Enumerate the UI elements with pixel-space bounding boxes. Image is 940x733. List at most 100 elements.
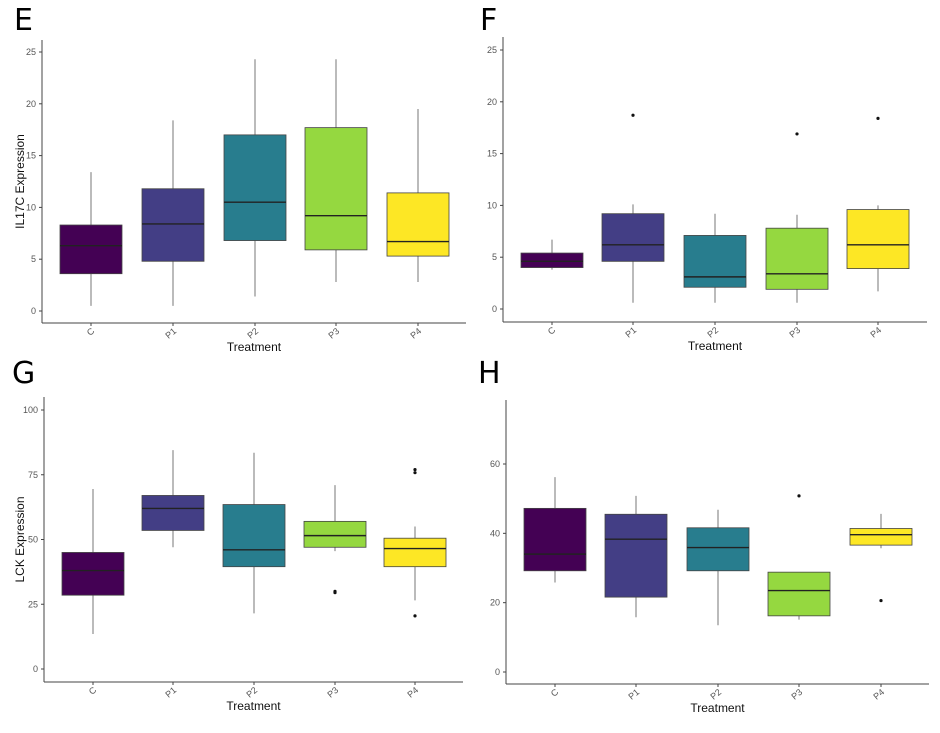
y-tick-label: 0 — [495, 667, 500, 677]
box-iqr — [61, 552, 125, 596]
panel-f: F 0 5 10 15 20 25 Treatment C P1 P2 P3 P4 — [480, 3, 927, 353]
box-p4 — [849, 513, 913, 603]
panel-letter: H — [478, 356, 501, 391]
box-p1 — [604, 495, 668, 618]
x-tick-label: C — [549, 687, 561, 699]
outlier-point — [797, 494, 801, 498]
y-tick-label: 25 — [28, 599, 38, 609]
panel-letter: F — [480, 3, 497, 38]
y-tick-label: 25 — [26, 47, 36, 57]
x-tick-label: P3 — [787, 325, 802, 340]
x-tick-label: P1 — [623, 325, 638, 340]
box-p4 — [846, 116, 910, 292]
y-tick-label: 5 — [31, 254, 36, 264]
y-tick-label: 0 — [33, 664, 38, 674]
box-p2 — [223, 59, 287, 297]
outlier-point — [631, 113, 635, 117]
box-p1 — [141, 450, 205, 548]
y-tick-label: 25 — [487, 45, 497, 55]
box-p2 — [222, 452, 286, 614]
box-iqr — [383, 537, 447, 568]
panel-h: H 0 20 40 60 Treatment C P1 P2 P3 P4 — [478, 356, 929, 715]
box-c — [61, 488, 125, 635]
box-iqr — [686, 527, 750, 572]
box-iqr — [304, 127, 368, 251]
box-p3 — [767, 494, 831, 620]
x-tick-label: P2 — [708, 687, 723, 702]
box-iqr — [141, 495, 205, 531]
x-tick-label: P2 — [244, 685, 259, 700]
box-iqr — [849, 528, 913, 546]
box-c — [520, 239, 584, 270]
x-tick-label: P1 — [626, 687, 641, 702]
y-tick-label: 20 — [490, 598, 500, 608]
box-iqr — [141, 188, 205, 262]
panel-g: G 0 25 50 75 100 LCK Expression Treatment C P1 P2 P… — [12, 356, 463, 713]
box-iqr — [683, 235, 747, 288]
y-tick-label: 15 — [487, 149, 497, 159]
outlier-point — [333, 590, 337, 595]
outlier-point — [413, 614, 417, 618]
box-iqr — [523, 507, 587, 572]
box-iqr — [520, 252, 584, 268]
x-tick-label: C — [546, 325, 558, 337]
box-p4 — [386, 108, 450, 282]
x-axis-title: Treatment — [226, 699, 281, 713]
y-tick-label: 100 — [23, 405, 38, 415]
y-tick-label: 5 — [492, 252, 497, 262]
x-tick-label: P3 — [325, 685, 340, 700]
box-c — [523, 477, 587, 583]
x-tick-label: C — [87, 685, 99, 697]
box-iqr — [765, 227, 829, 290]
y-axis-title: IL17C Expression — [13, 134, 27, 229]
y-tick-label: 0 — [31, 306, 36, 316]
box-iqr — [59, 224, 123, 275]
box-iqr — [601, 213, 665, 262]
box-p3 — [303, 485, 367, 595]
x-axis-title: Treatment — [227, 340, 282, 354]
outlier-point — [876, 116, 880, 120]
panel-e: E 0 5 10 15 20 25 IL17C Expression Treatment C P1 P… — [13, 3, 466, 354]
y-tick-label: 0 — [492, 304, 497, 314]
y-tick-label: 75 — [28, 470, 38, 480]
outlier-point — [413, 467, 417, 472]
box-p3 — [765, 132, 829, 303]
x-axis-title: Treatment — [688, 339, 743, 353]
outlier-point — [879, 598, 883, 603]
box-p2 — [683, 213, 747, 303]
x-tick-label: P1 — [163, 685, 178, 700]
x-tick-label: P4 — [868, 325, 883, 340]
x-tick-label: P3 — [326, 326, 341, 341]
outlier-point — [795, 132, 799, 136]
y-tick-label: 15 — [26, 151, 36, 161]
y-axis-title: LCK Expression — [13, 496, 27, 582]
box-iqr — [223, 134, 287, 241]
panel-letter: G — [12, 356, 35, 391]
box-p1 — [141, 120, 205, 306]
x-tick-label: P1 — [163, 326, 178, 341]
box-p4 — [383, 467, 447, 618]
y-tick-label: 10 — [487, 200, 497, 210]
x-tick-label: P3 — [789, 687, 804, 702]
box-iqr — [303, 520, 367, 548]
x-tick-label: P4 — [871, 687, 886, 702]
box-iqr — [767, 571, 831, 617]
box-c — [59, 172, 123, 306]
box-p1 — [601, 113, 665, 303]
box-iqr — [604, 513, 668, 598]
box-iqr — [222, 504, 286, 568]
y-tick-label: 50 — [28, 535, 38, 545]
box-iqr — [846, 209, 910, 269]
y-tick-label: 40 — [490, 528, 500, 538]
box-iqr — [386, 192, 450, 257]
y-tick-label: 20 — [487, 97, 497, 107]
box-p2 — [686, 509, 750, 626]
x-tick-label: P2 — [705, 325, 720, 340]
x-tick-label: P4 — [408, 326, 423, 341]
outlier-point — [413, 471, 417, 475]
x-axis-title: Treatment — [690, 701, 745, 715]
y-tick-label: 60 — [490, 459, 500, 469]
x-tick-label: P2 — [245, 326, 260, 341]
x-tick-label: C — [85, 326, 97, 338]
